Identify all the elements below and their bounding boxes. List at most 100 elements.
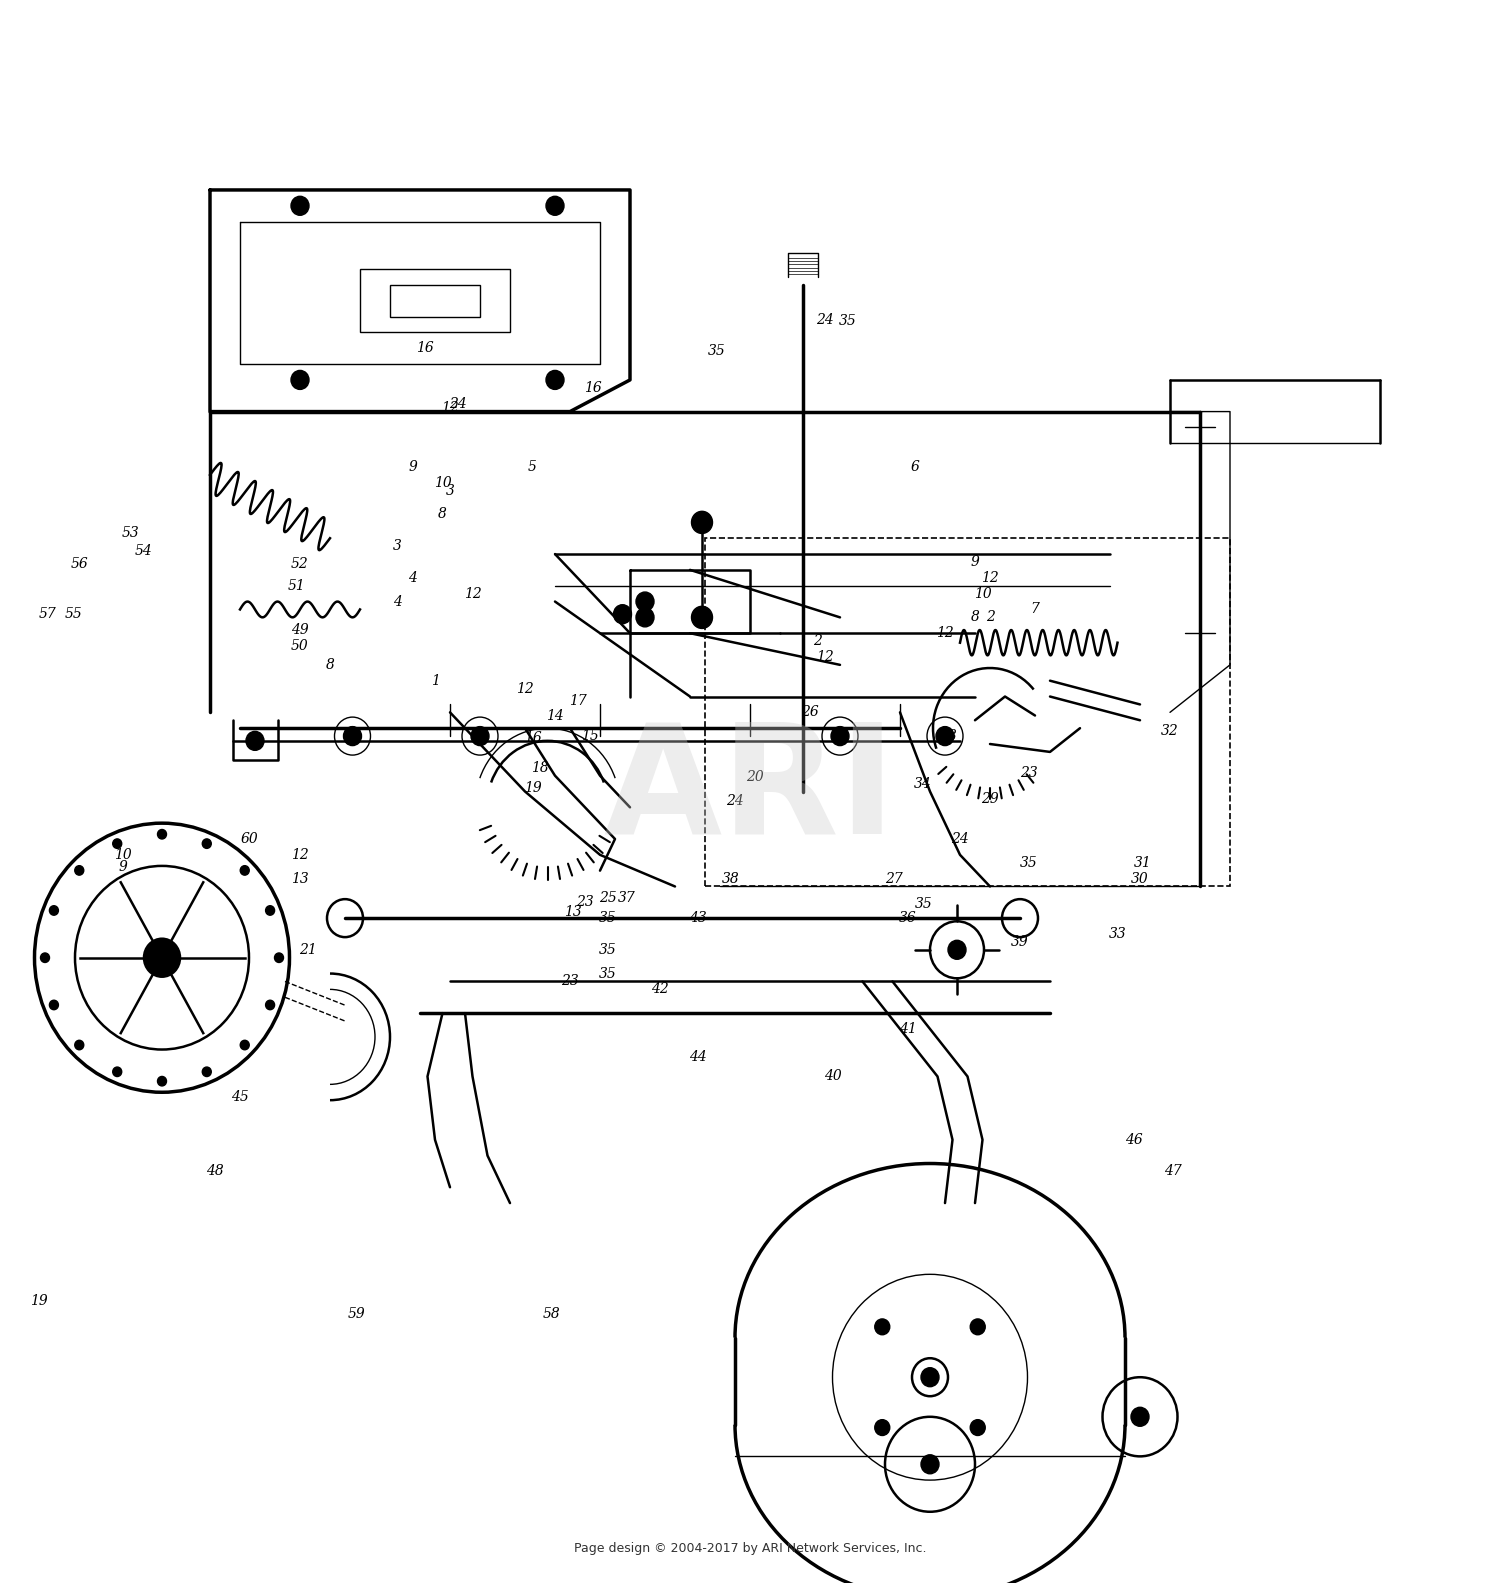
Text: 58: 58	[543, 1308, 561, 1320]
Circle shape	[546, 370, 564, 389]
Circle shape	[266, 1000, 274, 1010]
Text: 34: 34	[914, 777, 932, 790]
Circle shape	[636, 592, 654, 611]
Text: 8: 8	[438, 508, 447, 521]
Text: 50: 50	[291, 640, 309, 652]
Text: 45: 45	[231, 1091, 249, 1103]
Text: 57: 57	[39, 608, 57, 621]
Circle shape	[692, 606, 712, 628]
Text: 35: 35	[598, 967, 616, 980]
Circle shape	[75, 1040, 84, 1050]
Circle shape	[240, 1040, 249, 1050]
Text: 9: 9	[118, 861, 128, 874]
Text: 40: 40	[824, 1070, 842, 1083]
Text: 35: 35	[598, 943, 616, 956]
Text: 35: 35	[915, 898, 933, 910]
Text: 23: 23	[561, 975, 579, 988]
Text: 9: 9	[408, 461, 417, 473]
Circle shape	[936, 727, 954, 746]
Circle shape	[948, 940, 966, 959]
Circle shape	[546, 196, 564, 215]
Circle shape	[344, 727, 362, 746]
Text: 49: 49	[291, 624, 309, 636]
Text: 35: 35	[1020, 856, 1038, 869]
Text: 43: 43	[688, 912, 706, 924]
Text: 10: 10	[974, 587, 992, 600]
Text: 10: 10	[433, 476, 451, 489]
Text: 10: 10	[114, 848, 132, 861]
Text: 42: 42	[651, 983, 669, 996]
Text: 8: 8	[326, 659, 334, 671]
Text: 27: 27	[885, 872, 903, 885]
Text: 33: 33	[1108, 928, 1126, 940]
Text: 41: 41	[898, 1023, 916, 1035]
Circle shape	[112, 1067, 122, 1076]
Text: 24: 24	[951, 833, 969, 845]
Text: 21: 21	[298, 943, 316, 956]
Circle shape	[50, 1000, 58, 1010]
Text: 12: 12	[464, 587, 482, 600]
Circle shape	[158, 1076, 166, 1086]
Text: 29: 29	[981, 793, 999, 806]
Circle shape	[202, 1067, 211, 1076]
Text: 19: 19	[30, 1295, 48, 1308]
Circle shape	[874, 1319, 890, 1334]
Text: 19: 19	[524, 782, 542, 795]
Text: 56: 56	[70, 557, 88, 570]
Circle shape	[912, 1358, 948, 1396]
Text: 38: 38	[722, 872, 740, 885]
Circle shape	[874, 1420, 890, 1436]
Text: 46: 46	[1125, 1133, 1143, 1146]
Circle shape	[274, 953, 284, 962]
Text: 23: 23	[576, 896, 594, 909]
Text: ARI: ARI	[603, 717, 897, 866]
Text: 1: 1	[430, 674, 439, 687]
Text: 5: 5	[528, 461, 537, 473]
Circle shape	[144, 939, 180, 977]
Circle shape	[240, 866, 249, 875]
Circle shape	[75, 866, 84, 875]
Circle shape	[202, 839, 211, 848]
Text: 8: 8	[970, 611, 980, 624]
Text: 12: 12	[981, 571, 999, 584]
Text: 59: 59	[348, 1308, 366, 1320]
Text: 39: 39	[1011, 936, 1029, 948]
Circle shape	[266, 905, 274, 915]
Circle shape	[246, 731, 264, 750]
Text: 28: 28	[939, 730, 957, 742]
Circle shape	[921, 1455, 939, 1474]
Text: 47: 47	[1164, 1165, 1182, 1178]
Text: 30: 30	[1131, 872, 1149, 885]
Circle shape	[1131, 1407, 1149, 1426]
Text: 7: 7	[1030, 603, 1039, 616]
Circle shape	[40, 953, 50, 962]
Circle shape	[921, 1368, 939, 1387]
Circle shape	[831, 727, 849, 746]
Bar	[390, 285, 480, 317]
Circle shape	[471, 727, 489, 746]
Text: 12: 12	[291, 848, 309, 861]
Text: 37: 37	[618, 891, 636, 904]
Text: 2: 2	[813, 635, 822, 647]
Text: 3: 3	[446, 484, 454, 497]
Text: 25: 25	[598, 891, 616, 904]
Text: 35: 35	[598, 912, 616, 924]
Circle shape	[112, 839, 122, 848]
Text: 12: 12	[516, 682, 534, 695]
Text: 3: 3	[393, 540, 402, 552]
Text: 24: 24	[816, 313, 834, 326]
Text: 16: 16	[524, 731, 542, 744]
Text: 23: 23	[1020, 766, 1038, 779]
Text: 12: 12	[441, 402, 459, 415]
Text: 14: 14	[546, 709, 564, 722]
Text: 9: 9	[970, 556, 980, 568]
Circle shape	[158, 829, 166, 839]
Circle shape	[970, 1319, 986, 1334]
Text: 13: 13	[291, 872, 309, 885]
Text: 26: 26	[801, 706, 819, 719]
Circle shape	[291, 370, 309, 389]
Text: 24: 24	[726, 795, 744, 807]
Text: 60: 60	[240, 833, 258, 845]
Text: 35: 35	[839, 315, 856, 328]
Text: 12: 12	[816, 651, 834, 663]
